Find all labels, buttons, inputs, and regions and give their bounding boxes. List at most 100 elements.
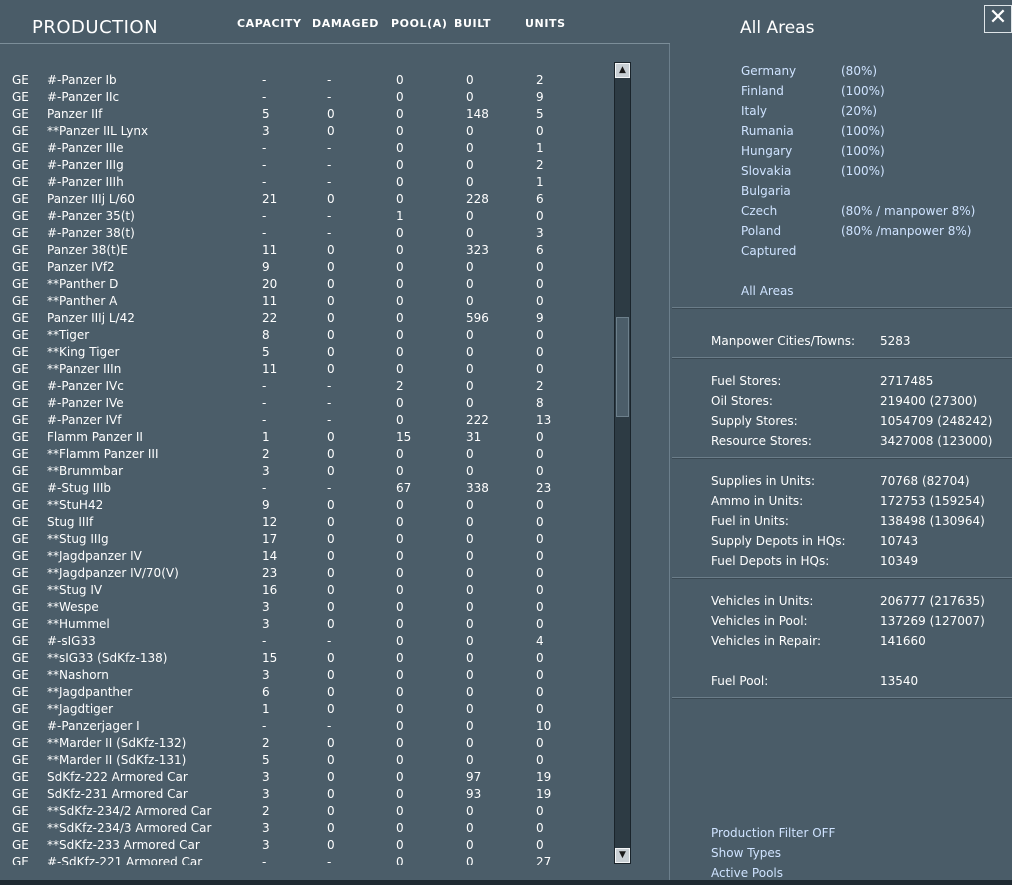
show-types-link[interactable]: Show Types <box>711 846 782 860</box>
scroll-up-button[interactable]: ▲ <box>615 63 630 78</box>
unit-name-cell: **Wespe <box>47 600 99 614</box>
built-cell: 0 <box>466 651 474 665</box>
unit-name-cell: SdKfz-222 Armored Car <box>47 770 188 784</box>
table-row[interactable]: GE #-Panzer IVc - - 2 0 2 <box>0 378 610 395</box>
table-row[interactable]: GE Panzer IIIj L/60 21 0 0 228 6 <box>0 191 610 208</box>
production-filter-toggle[interactable]: Production Filter OFF <box>711 826 836 840</box>
table-row[interactable]: GE Panzer IVf2 9 0 0 0 0 <box>0 259 610 276</box>
built-cell: 0 <box>466 855 474 865</box>
table-row[interactable]: GE **sIG33 (SdKfz-138) 15 0 0 0 0 <box>0 650 610 667</box>
table-row[interactable]: GE #-Panzer 38(t) - - 0 0 3 <box>0 225 610 242</box>
table-row[interactable]: GE #-Panzerjager I - - 0 0 10 <box>0 718 610 735</box>
table-row[interactable]: GE **Jagdpanther 6 0 0 0 0 <box>0 684 610 701</box>
area-name: Rumania <box>741 124 794 138</box>
table-row[interactable]: GE SdKfz-231 Armored Car 3 0 0 93 19 <box>0 786 610 803</box>
areas-title: All Areas <box>740 18 815 38</box>
scrollbar[interactable]: ▲ ▼ <box>614 62 631 864</box>
table-row[interactable]: GE **Panzer IIIn 11 0 0 0 0 <box>0 361 610 378</box>
production-header: PRODUCTION CAPACITY DAMAGED POOL(A) BUIL… <box>0 0 670 44</box>
units-cell: 0 <box>536 651 544 665</box>
table-row[interactable]: GE **Stug IIIg 17 0 0 0 0 <box>0 531 610 548</box>
table-row[interactable]: GE #-sIG33 - - 0 0 4 <box>0 633 610 650</box>
built-cell: 0 <box>466 158 474 172</box>
built-cell: 31 <box>466 430 482 444</box>
table-row[interactable]: GE **King Tiger 5 0 0 0 0 <box>0 344 610 361</box>
table-row[interactable]: GE **Panther D 20 0 0 0 0 <box>0 276 610 293</box>
pool-cell: 0 <box>396 243 404 257</box>
table-row[interactable]: GE Flamm Panzer II 1 0 15 31 0 <box>0 429 610 446</box>
built-cell: 0 <box>466 260 474 274</box>
table-row[interactable]: GE **Flamm Panzer III 2 0 0 0 0 <box>0 446 610 463</box>
column-header-damaged[interactable]: DAMAGED <box>312 17 379 30</box>
column-header-built[interactable]: BUILT <box>454 17 492 30</box>
table-row[interactable]: GE **StuH42 9 0 0 0 0 <box>0 497 610 514</box>
pool-cell: 0 <box>396 107 404 121</box>
built-cell: 222 <box>466 413 489 427</box>
table-row[interactable]: GE #-Panzer 35(t) - - 1 0 0 <box>0 208 610 225</box>
pool-cell: 0 <box>396 566 404 580</box>
scroll-down-button[interactable]: ▼ <box>615 848 630 863</box>
table-row[interactable]: GE #-Panzer IIIh - - 0 0 1 <box>0 174 610 191</box>
nation-cell: GE <box>12 345 29 359</box>
table-row[interactable]: GE Panzer IIIj L/42 22 0 0 596 9 <box>0 310 610 327</box>
damaged-cell: - <box>327 158 332 172</box>
pool-cell: 0 <box>396 651 404 665</box>
area-value: (100%) <box>841 144 885 158</box>
capacity-cell: 12 <box>262 515 278 529</box>
units-cell: 1 <box>536 141 544 155</box>
nation-cell: GE <box>12 498 29 512</box>
table-row[interactable]: GE #-Panzer IIc - - 0 0 9 <box>0 89 610 106</box>
stat-value: 5283 <box>880 334 911 348</box>
table-row[interactable]: GE **Panzer IIL Lynx 3 0 0 0 0 <box>0 123 610 140</box>
built-cell: 0 <box>466 345 474 359</box>
table-row[interactable]: GE **SdKfz-233 Armored Car 3 0 0 0 0 <box>0 837 610 854</box>
table-row[interactable]: GE **Tiger 8 0 0 0 0 <box>0 327 610 344</box>
scroll-thumb[interactable] <box>616 317 629 417</box>
table-row[interactable]: GE **Marder II (SdKfz-131) 5 0 0 0 0 <box>0 752 610 769</box>
all-areas-link[interactable]: All Areas <box>741 284 794 298</box>
column-header-capacity[interactable]: CAPACITY <box>237 17 302 30</box>
table-row[interactable]: GE **Nashorn 3 0 0 0 0 <box>0 667 610 684</box>
table-row[interactable]: GE Panzer IIf 5 0 0 148 5 <box>0 106 610 123</box>
table-row[interactable]: GE **Stug IV 16 0 0 0 0 <box>0 582 610 599</box>
units-cell: 0 <box>536 583 544 597</box>
table-row[interactable]: GE **Panther A 11 0 0 0 0 <box>0 293 610 310</box>
divider <box>672 357 1012 359</box>
table-row[interactable]: GE **Jagdtiger 1 0 0 0 0 <box>0 701 610 718</box>
pool-cell: 0 <box>396 294 404 308</box>
nation-cell: GE <box>12 243 29 257</box>
stat-label: Fuel Stores: <box>711 374 782 388</box>
table-row[interactable]: GE #-SdKfz-221 Armored Car - - 0 0 27 <box>0 854 610 865</box>
table-row[interactable]: GE **SdKfz-234/3 Armored Car 3 0 0 0 0 <box>0 820 610 837</box>
table-row[interactable]: GE **Marder II (SdKfz-132) 2 0 0 0 0 <box>0 735 610 752</box>
table-row[interactable]: GE **Brummbar 3 0 0 0 0 <box>0 463 610 480</box>
table-row[interactable]: GE **Jagdpanzer IV/70(V) 23 0 0 0 0 <box>0 565 610 582</box>
built-cell: 0 <box>466 634 474 648</box>
unit-name-cell: #-Stug IIIb <box>47 481 111 495</box>
table-row[interactable]: GE Stug IIIf 12 0 0 0 0 <box>0 514 610 531</box>
table-row[interactable]: GE **SdKfz-234/2 Armored Car 2 0 0 0 0 <box>0 803 610 820</box>
table-row[interactable]: GE #-Panzer IIIe - - 0 0 1 <box>0 140 610 157</box>
table-row[interactable]: GE **Jagdpanzer IV 14 0 0 0 0 <box>0 548 610 565</box>
pool-cell: 0 <box>396 124 404 138</box>
area-name: Italy <box>741 104 768 118</box>
column-header-units[interactable]: UNITS <box>525 17 566 30</box>
built-cell: 0 <box>466 362 474 376</box>
active-pools-link[interactable]: Active Pools <box>711 866 784 880</box>
table-row[interactable]: GE #-Stug IIIb - - 67 338 23 <box>0 480 610 497</box>
unit-name-cell: Panzer IIIj L/42 <box>47 311 135 325</box>
unit-name-cell: #-Panzer IIIh <box>47 175 124 189</box>
unit-name-cell: **Flamm Panzer III <box>47 447 159 461</box>
table-row[interactable]: GE Panzer 38(t)E 11 0 0 323 6 <box>0 242 610 259</box>
table-row[interactable]: GE #-Panzer IIIg - - 0 0 2 <box>0 157 610 174</box>
table-row[interactable]: GE **Wespe 3 0 0 0 0 <box>0 599 610 616</box>
column-header-pool[interactable]: POOL(A) <box>391 17 448 30</box>
table-row[interactable]: GE #-Panzer Ib - - 0 0 2 <box>0 72 610 89</box>
table-row[interactable]: GE #-Panzer IVe - - 0 0 8 <box>0 395 610 412</box>
table-row[interactable]: GE #-Panzer IVf - - 0 222 13 <box>0 412 610 429</box>
table-row[interactable]: GE SdKfz-222 Armored Car 3 0 0 97 19 <box>0 769 610 786</box>
damaged-cell: - <box>327 226 332 240</box>
close-button[interactable]: ✕ <box>984 5 1012 33</box>
built-cell: 148 <box>466 107 489 121</box>
table-row[interactable]: GE **Hummel 3 0 0 0 0 <box>0 616 610 633</box>
